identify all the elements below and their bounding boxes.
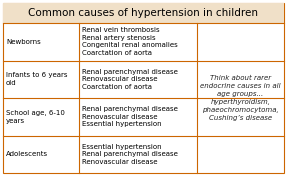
- Text: Adolescents: Adolescents: [6, 151, 48, 157]
- Text: Common causes of hypertension in children: Common causes of hypertension in childre…: [28, 8, 259, 18]
- Text: School age, 6-10
years: School age, 6-10 years: [6, 110, 65, 124]
- Text: Renal parenchymal disease
Renovascular disease
Coarctation of aorta: Renal parenchymal disease Renovascular d…: [82, 69, 178, 90]
- Text: Infants to 6 years
old: Infants to 6 years old: [6, 73, 67, 86]
- Text: Renal vein thrombosis
Renal artery stenosis
Congenital renal anomalies
Coarctati: Renal vein thrombosis Renal artery steno…: [82, 27, 178, 56]
- Bar: [3, 3, 284, 23]
- Text: Essential hypertension
Renal parenchymal disease
Renovascular disease: Essential hypertension Renal parenchymal…: [82, 144, 178, 165]
- Text: Renal parenchymal disease
Renovascular disease
Essential hypertension: Renal parenchymal disease Renovascular d…: [82, 106, 178, 127]
- Text: Newborns: Newborns: [6, 39, 41, 45]
- Text: Think about rarer
endocrine causes in all
age groups...
hyperthyroidism,
phaeoch: Think about rarer endocrine causes in al…: [200, 75, 281, 121]
